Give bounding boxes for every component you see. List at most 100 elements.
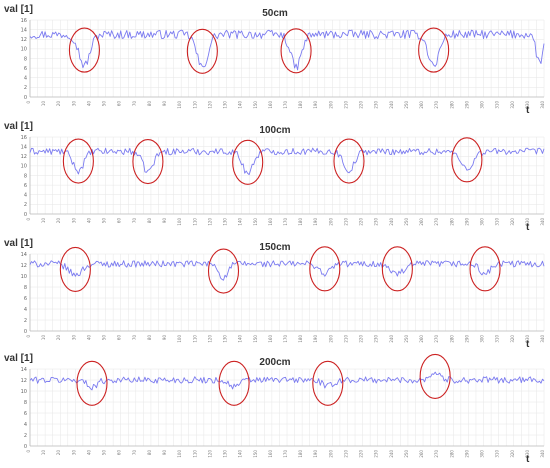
highlight-circle <box>418 27 450 73</box>
x-tick-label: 230 <box>374 101 379 109</box>
y-tick-label: 4 <box>24 76 27 82</box>
x-tick-label: 270 <box>434 450 439 458</box>
x-tick-label: 290 <box>464 101 469 109</box>
x-tick-label: 190 <box>313 335 318 343</box>
x-tick-label: 190 <box>313 450 318 458</box>
x-tick-label: 230 <box>374 218 379 226</box>
x-tick-label: 210 <box>343 450 348 458</box>
x-tick-label: 320 <box>510 450 515 458</box>
x-tick-label: 100 <box>177 450 182 458</box>
x-axis-label: t <box>526 105 530 116</box>
y-tick-label: 16 <box>21 135 27 141</box>
highlight-circle <box>68 27 100 73</box>
x-tick-label: 110 <box>192 335 197 343</box>
x-tick-label: 200 <box>328 335 333 343</box>
highlight-circle <box>381 246 413 292</box>
series-line <box>29 260 545 281</box>
highlight-circle <box>333 138 365 184</box>
x-tick-label: 340 <box>540 101 545 109</box>
y-tick-label: 2 <box>24 85 27 91</box>
x-tick-label: 30 <box>71 450 76 456</box>
x-tick-label: 40 <box>86 218 91 224</box>
x-tick-label: 200 <box>328 218 333 226</box>
y-tick-label: 2 <box>24 202 27 208</box>
x-tick-label: 60 <box>117 335 122 341</box>
x-tick-label: 280 <box>449 218 454 226</box>
x-tick-label: 220 <box>359 450 364 458</box>
x-tick-label: 140 <box>238 101 243 109</box>
y-tick-label: 8 <box>24 56 27 62</box>
y-tick-label: 12 <box>21 154 27 160</box>
x-tick-label: 130 <box>223 335 228 343</box>
x-tick-label: 120 <box>207 101 212 109</box>
chart-title: 150cm <box>259 242 290 253</box>
x-tick-label: 0 <box>26 218 31 221</box>
x-tick-label: 30 <box>71 218 76 224</box>
x-tick-label: 70 <box>132 218 137 224</box>
y-tick-label: 6 <box>24 411 27 417</box>
x-tick-label: 20 <box>56 101 61 107</box>
y-tick-label: 0 <box>24 329 27 335</box>
x-tick-label: 10 <box>41 335 46 341</box>
x-tick-label: 300 <box>480 335 485 343</box>
highlight-circle <box>232 139 264 185</box>
x-tick-label: 100 <box>177 218 182 226</box>
x-tick-label: 220 <box>359 101 364 109</box>
x-tick-label: 140 <box>238 335 243 343</box>
y-axis-label: val [1] <box>4 353 33 364</box>
x-tick-label: 160 <box>268 450 273 458</box>
x-tick-label: 240 <box>389 450 394 458</box>
y-tick-label: 12 <box>21 378 27 384</box>
x-tick-label: 340 <box>540 335 545 343</box>
x-tick-label: 300 <box>480 218 485 226</box>
x-tick-label: 180 <box>298 450 303 458</box>
chart-title: 200cm <box>259 357 290 368</box>
x-tick-label: 140 <box>238 218 243 226</box>
x-tick-label: 120 <box>207 218 212 226</box>
x-tick-label: 20 <box>56 218 61 224</box>
x-tick-label: 170 <box>283 218 288 226</box>
x-tick-label: 180 <box>298 218 303 226</box>
chart-title: 100cm <box>259 125 290 136</box>
x-tick-label: 290 <box>464 450 469 458</box>
y-tick-label: 8 <box>24 285 27 291</box>
x-tick-label: 320 <box>510 101 515 109</box>
y-tick-label: 6 <box>24 183 27 189</box>
x-tick-label: 200 <box>328 101 333 109</box>
x-tick-label: 190 <box>313 101 318 109</box>
highlight-circle <box>62 138 94 184</box>
x-tick-label: 280 <box>449 101 454 109</box>
x-tick-label: 90 <box>162 101 167 107</box>
x-tick-label: 100 <box>177 101 182 109</box>
y-tick-label: 8 <box>24 173 27 179</box>
x-tick-label: 320 <box>510 218 515 226</box>
x-tick-label: 10 <box>41 218 46 224</box>
x-tick-label: 240 <box>389 218 394 226</box>
x-tick-label: 290 <box>464 218 469 226</box>
y-tick-label: 10 <box>21 389 27 395</box>
highlight-circle <box>312 360 344 406</box>
highlight-circle <box>419 353 451 399</box>
y-axis-label: val [1] <box>4 238 33 249</box>
x-tick-label: 310 <box>495 450 500 458</box>
y-tick-label: 6 <box>24 296 27 302</box>
x-tick-label: 260 <box>419 218 424 226</box>
highlight-circle <box>59 246 91 292</box>
y-tick-label: 14 <box>21 27 27 33</box>
x-tick-label: 90 <box>162 335 167 341</box>
x-tick-label: 320 <box>510 335 515 343</box>
y-axis-label: val [1] <box>4 121 33 132</box>
grid <box>29 136 545 215</box>
x-tick-label: 10 <box>41 101 46 107</box>
y-tick-label: 10 <box>21 47 27 53</box>
x-tick-label: 160 <box>268 101 273 109</box>
y-tick-label: 4 <box>24 422 27 428</box>
y-tick-label: 0 <box>24 212 27 218</box>
x-tick-label: 150 <box>253 335 258 343</box>
x-axis-label: t <box>526 454 530 465</box>
y-tick-label: 14 <box>21 252 27 258</box>
